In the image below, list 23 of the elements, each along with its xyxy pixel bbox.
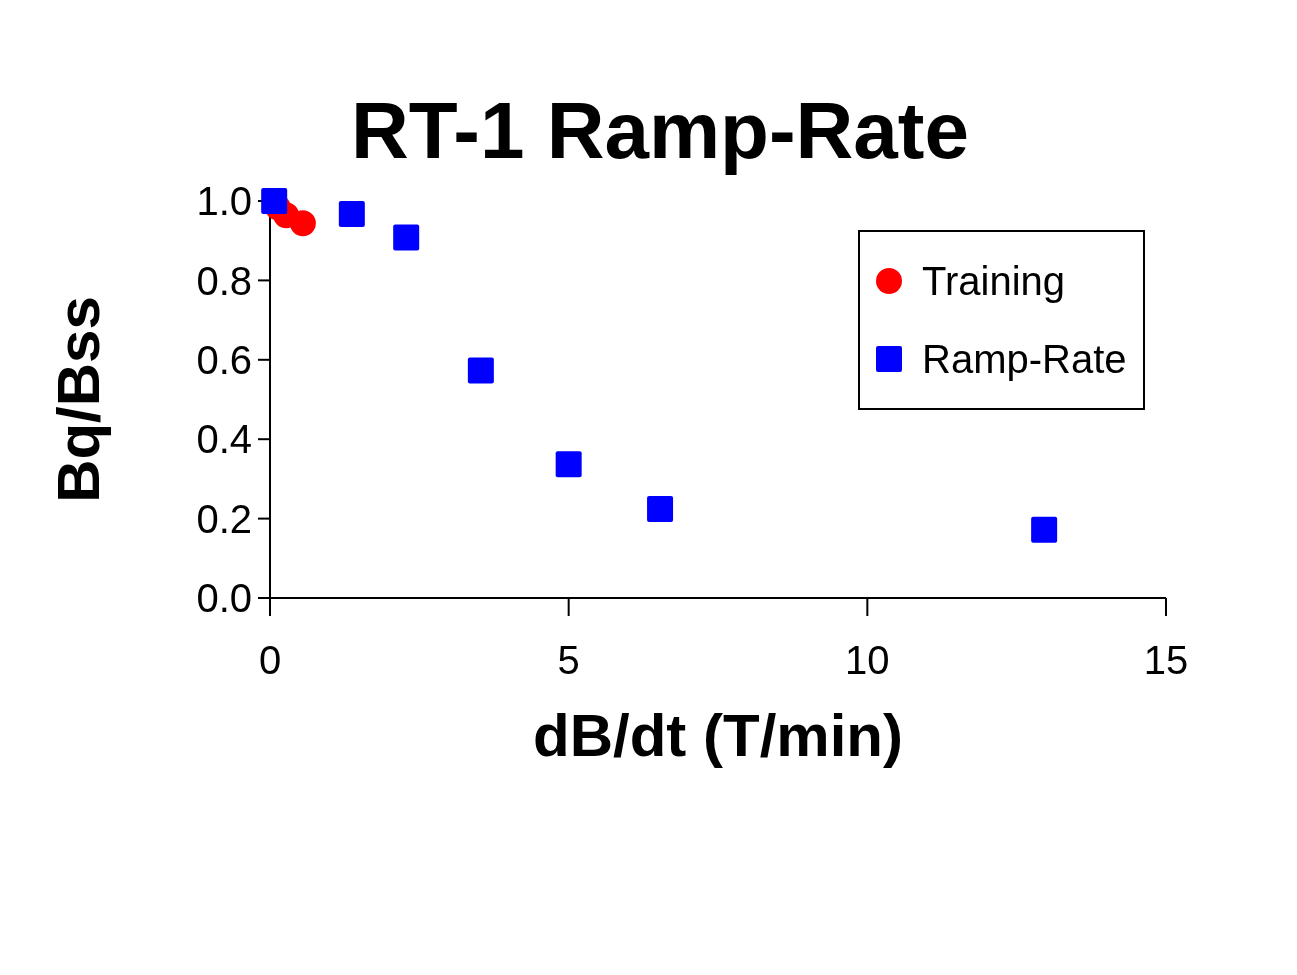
legend-label: Training	[922, 258, 1066, 304]
legend-label: Ramp-Rate	[922, 336, 1127, 382]
point	[393, 224, 420, 251]
y-tick-label: 0.4	[196, 417, 252, 462]
point	[289, 210, 316, 237]
y-axis-title: Bq/Bss	[45, 296, 113, 503]
x-tick-label: 0	[258, 638, 282, 683]
point	[555, 451, 582, 478]
y-tick-label: 0.6	[196, 338, 252, 382]
y-tick-label: 0.0	[196, 576, 252, 621]
chart-title: RT-1 Ramp-Rate	[350, 86, 970, 176]
point	[338, 201, 365, 228]
point	[467, 357, 494, 384]
point	[261, 188, 288, 214]
x-tick-label: 15	[1143, 638, 1189, 683]
x-axis-title: dB/dt (T/min)	[533, 702, 903, 769]
point	[1031, 516, 1058, 543]
point	[647, 496, 674, 523]
x-tick-label: 5	[557, 638, 580, 683]
y-tick-label: 0.2	[196, 496, 252, 541]
x-tick-label: 10	[845, 638, 890, 683]
y-tick-label: 1.0	[196, 179, 252, 224]
y-tick-label: 0.8	[196, 258, 252, 303]
